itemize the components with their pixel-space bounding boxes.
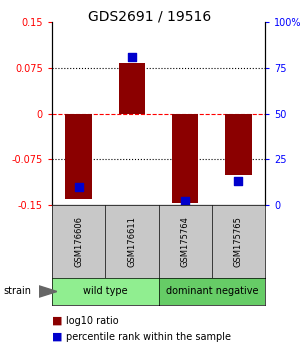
Text: GSM175764: GSM175764 <box>181 216 190 267</box>
Text: GSM175765: GSM175765 <box>234 216 243 267</box>
Text: GDS2691 / 19516: GDS2691 / 19516 <box>88 10 212 24</box>
Text: ■: ■ <box>52 332 62 342</box>
Point <box>236 178 241 184</box>
Point <box>76 184 81 189</box>
Bar <box>118 63 145 114</box>
Text: dominant negative: dominant negative <box>166 286 258 297</box>
Point <box>130 54 134 59</box>
Point <box>183 199 188 204</box>
Text: ■: ■ <box>52 316 62 326</box>
Text: GSM176606: GSM176606 <box>74 216 83 267</box>
Text: GSM176611: GSM176611 <box>128 216 136 267</box>
Bar <box>172 114 198 203</box>
Bar <box>225 114 252 175</box>
Text: strain: strain <box>3 286 31 297</box>
Text: percentile rank within the sample: percentile rank within the sample <box>66 332 231 342</box>
Text: wild type: wild type <box>83 286 128 297</box>
Text: log10 ratio: log10 ratio <box>66 316 118 326</box>
Polygon shape <box>39 286 57 297</box>
Bar <box>65 114 92 199</box>
